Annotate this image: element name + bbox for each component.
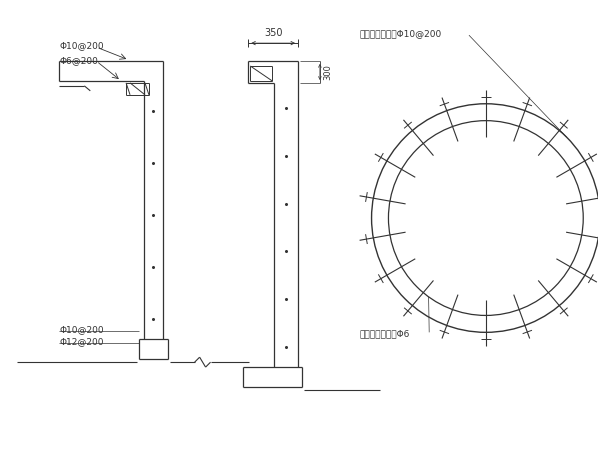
Text: 350: 350 [264,28,283,38]
Text: Φ10@200: Φ10@200 [59,325,104,334]
Text: 纵向受力钢筋：Φ10@200: 纵向受力钢筋：Φ10@200 [359,29,442,38]
Text: 绱筋环向钢筋：Φ6: 绱筋环向钢筋：Φ6 [359,330,410,339]
Text: Φ6@200: Φ6@200 [59,57,98,66]
Text: Φ10@200: Φ10@200 [59,41,104,50]
Text: 300: 300 [323,64,332,80]
Text: Φ12@200: Φ12@200 [59,337,104,346]
